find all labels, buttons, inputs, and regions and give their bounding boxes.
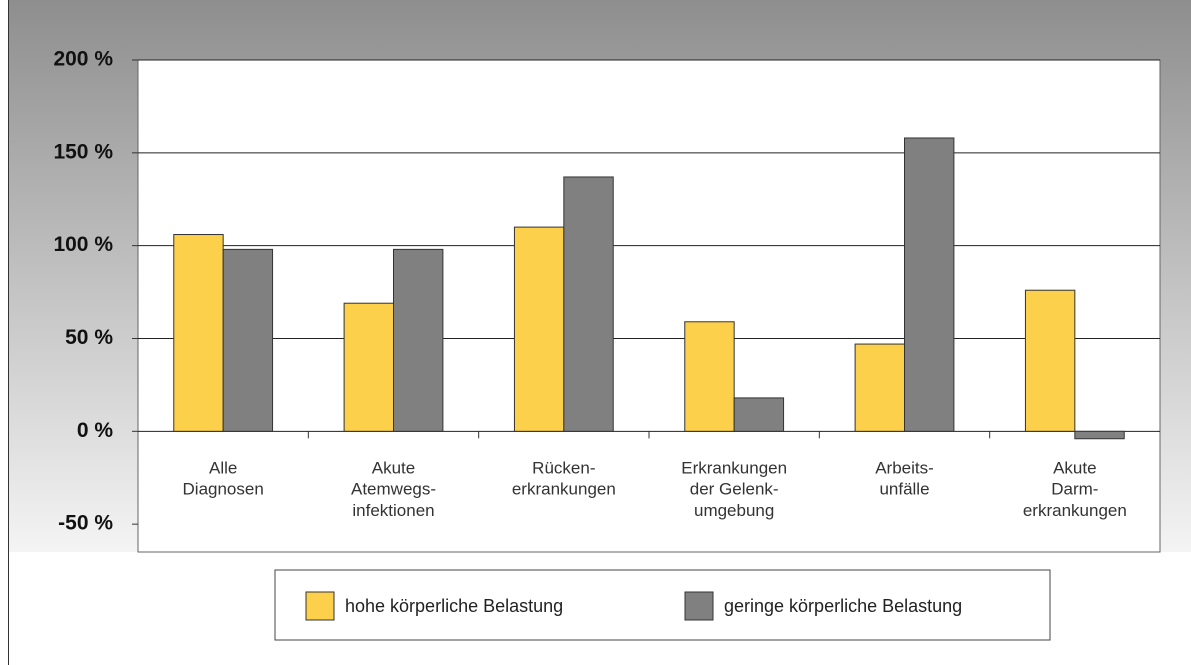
y-tick-label: 200 % <box>53 48 113 71</box>
bar <box>1074 430 1125 440</box>
legend-swatch <box>684 591 714 621</box>
x-tick-label: Akute Atemwegs-infektionen <box>351 459 436 521</box>
legend-label: geringe körperliche Belastung <box>724 596 962 616</box>
bar <box>222 248 274 432</box>
y-tick-label: 150 % <box>53 140 113 163</box>
bar <box>173 234 224 432</box>
bar <box>733 397 785 432</box>
y-tick-label: 0 % <box>77 419 114 442</box>
bar <box>684 321 735 432</box>
plot-area <box>137 59 1161 553</box>
x-tick-label: Arbeits-unfälle <box>875 459 934 499</box>
x-tick-label: Akute Darm-erkrankungen <box>1023 459 1127 521</box>
bar <box>393 248 444 432</box>
bar <box>563 176 614 432</box>
x-tick-label: Alle Diagnosen <box>183 459 264 499</box>
bar <box>1024 289 1076 432</box>
bar <box>343 302 394 432</box>
x-tick-label: Rücken-erkrankungen <box>512 459 616 499</box>
legend-label: hohe körperliche Belastung <box>345 596 563 616</box>
bar <box>854 343 905 432</box>
y-tick-label: 50 % <box>65 326 113 349</box>
bar <box>513 226 565 432</box>
y-tick-label: 100 % <box>53 233 113 256</box>
bar <box>904 137 955 432</box>
legend-box <box>274 569 1051 641</box>
y-tick-label: -50 % <box>58 512 113 535</box>
legend-swatch <box>305 591 335 621</box>
x-tick-label: Erkrankungen der Gelenk-umgebung <box>681 459 787 521</box>
